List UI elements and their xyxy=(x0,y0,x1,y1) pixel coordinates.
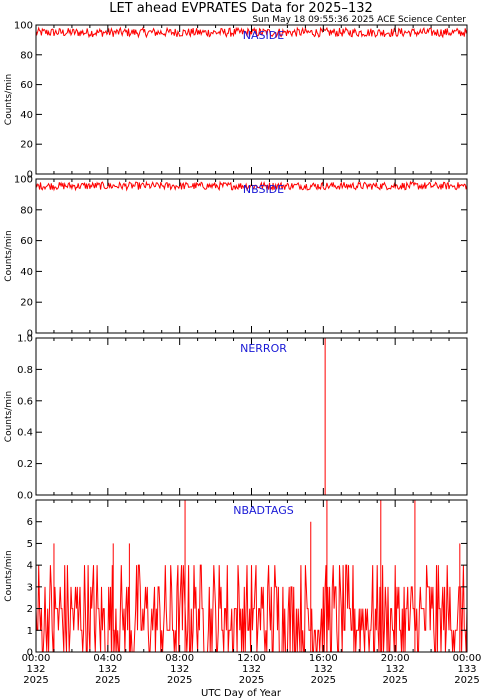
y-tick-label: 40 xyxy=(20,267,33,278)
y-tick-label: 80 xyxy=(20,205,33,216)
chart-title: LET ahead EVPRATES Data for 2025–132 xyxy=(109,1,373,16)
y-tick-label: 60 xyxy=(20,236,33,247)
plot-frame xyxy=(35,24,468,175)
y-tick-label: 5 xyxy=(27,539,33,550)
x-tick-label-time: 04:00 xyxy=(93,653,122,664)
x-tick-label-doy: 133 xyxy=(457,664,476,675)
x-tick-label-time: 08:00 xyxy=(165,653,194,664)
panel-nbside: 0 20 40 60 80 100 Counts/min NBSIDE xyxy=(4,175,468,340)
panel-label: NBADTAGS xyxy=(233,504,293,517)
y-tick-label: 100 xyxy=(14,21,33,32)
x-tick-label-year: 2025 xyxy=(311,675,336,686)
plot-frame xyxy=(35,337,468,496)
x-tick-label-year: 2025 xyxy=(239,675,264,686)
y-tick-label: 6 xyxy=(27,517,33,528)
x-tick-label-doy: 132 xyxy=(386,664,405,675)
y-tick-label: 40 xyxy=(20,110,33,121)
y-tick-label: 0.0 xyxy=(17,491,33,502)
x-tick-label-doy: 132 xyxy=(98,664,117,675)
y-tick-label: 0 xyxy=(27,170,33,181)
y-axis-label: Counts/min xyxy=(4,230,14,281)
panel-label: NBSIDE xyxy=(243,183,284,196)
x-tick-label-doy: 132 xyxy=(314,664,333,675)
y-tick-label: 3 xyxy=(27,582,33,593)
x-tick-label-doy: 132 xyxy=(170,664,189,675)
y-tick-label: 1 xyxy=(27,626,33,637)
panel-naside: 0 20 40 60 80 100 Counts/min NASIDE xyxy=(4,21,468,181)
x-tick-label-year: 2025 xyxy=(95,675,120,686)
y-tick-label: 0.2 xyxy=(17,459,33,470)
x-tick-label-doy: 132 xyxy=(26,664,45,675)
y-axis-label: Counts/min xyxy=(4,391,14,442)
x-tick-label-time: 12:00 xyxy=(237,653,266,664)
x-tick-label-doy: 132 xyxy=(242,664,261,675)
y-tick-label: 4 xyxy=(27,561,33,572)
timestamp-label: Sun May 18 09:55:36 2025 ACE Science Cen… xyxy=(252,15,466,25)
panels-group: 020406080100Counts/minNASIDE020406080100… xyxy=(4,21,468,659)
series-line xyxy=(35,564,468,653)
y-tick-label: 0.6 xyxy=(17,396,33,407)
y-tick-label: 20 xyxy=(20,298,33,309)
y-tick-label: 20 xyxy=(20,140,33,151)
y-tick-label: 0 xyxy=(27,648,33,659)
y-tick-label: 80 xyxy=(20,50,33,61)
panel-nerror: 0.0 0.2 0.4 0.6 0.8 1.0 Counts/min NERROR xyxy=(4,334,468,502)
panel-nbadtags: 0 1 2 3 4 5 6 Counts/min NBADTAGS xyxy=(4,499,468,659)
x-tick-label-year: 2025 xyxy=(23,675,48,686)
y-axis-label: Counts/min xyxy=(4,74,14,125)
panel-label: NERROR xyxy=(240,342,287,355)
x-axis-label: UTC Day of Year xyxy=(201,688,282,699)
x-tick-label-year: 2025 xyxy=(382,675,407,686)
x-tick-label-time: 00:00 xyxy=(453,653,482,664)
x-tick-labels: 00:00132202504:00132202508:00132202512:0… xyxy=(22,653,482,686)
y-tick-label: 1.0 xyxy=(17,334,33,345)
x-tick-label-year: 2025 xyxy=(167,675,192,686)
y-tick-label: 100 xyxy=(14,175,33,186)
y-tick-label: 0.4 xyxy=(17,428,33,439)
x-tick-label-year: 2025 xyxy=(454,675,479,686)
x-tick-label-time: 20:00 xyxy=(381,653,410,664)
panel-label: NASIDE xyxy=(243,29,284,42)
y-tick-label: 60 xyxy=(20,80,33,91)
plot-frame xyxy=(35,178,468,334)
y-tick-label: 2 xyxy=(27,604,33,615)
x-tick-label-time: 16:00 xyxy=(309,653,338,664)
x-tick-label-time: 00:00 xyxy=(22,653,51,664)
y-tick-label: 0 xyxy=(27,329,33,340)
y-axis-label: Counts/min xyxy=(4,550,14,601)
y-tick-label: 0.8 xyxy=(17,365,33,376)
